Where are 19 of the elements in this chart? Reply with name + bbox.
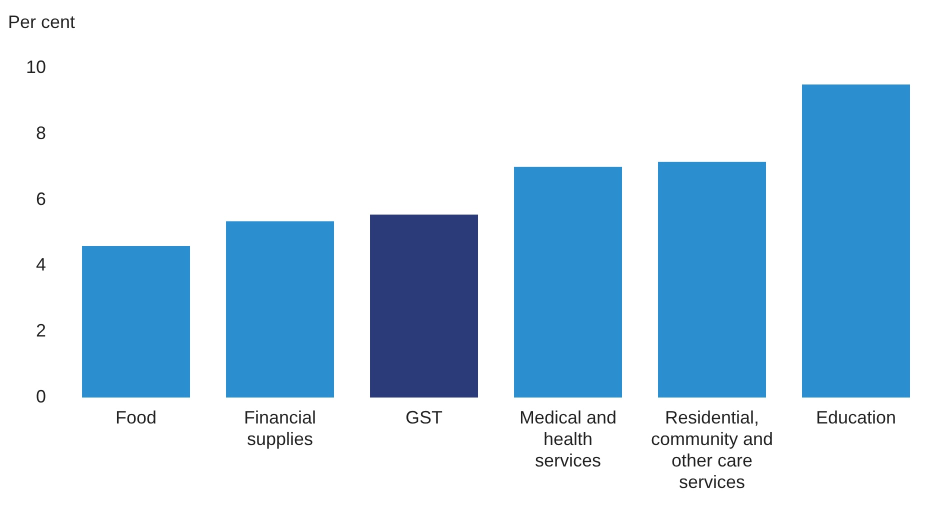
- x-tick-label: GST: [406, 407, 443, 428]
- y-tick-label: 4: [36, 254, 46, 275]
- x-tick-label: Financial supplies: [244, 407, 316, 449]
- y-tick-label: 0: [36, 386, 46, 407]
- x-tick-label: Residential, community and other care services: [650, 407, 774, 492]
- x-tick-label: Education: [816, 407, 896, 428]
- x-tick-label: Food: [116, 407, 157, 428]
- bar: [658, 162, 766, 398]
- bar: [370, 214, 478, 398]
- y-tick-label: 8: [36, 122, 46, 143]
- y-tick-label: 10: [26, 56, 46, 77]
- x-tick-label: Medical and health services: [519, 407, 617, 471]
- y-tick-label: 6: [36, 188, 46, 209]
- y-axis-title: Per cent: [8, 12, 76, 32]
- bar: [82, 246, 190, 398]
- bar: [514, 166, 622, 398]
- bar: [802, 84, 910, 398]
- bar: [226, 221, 334, 398]
- y-tick-label: 2: [36, 320, 46, 341]
